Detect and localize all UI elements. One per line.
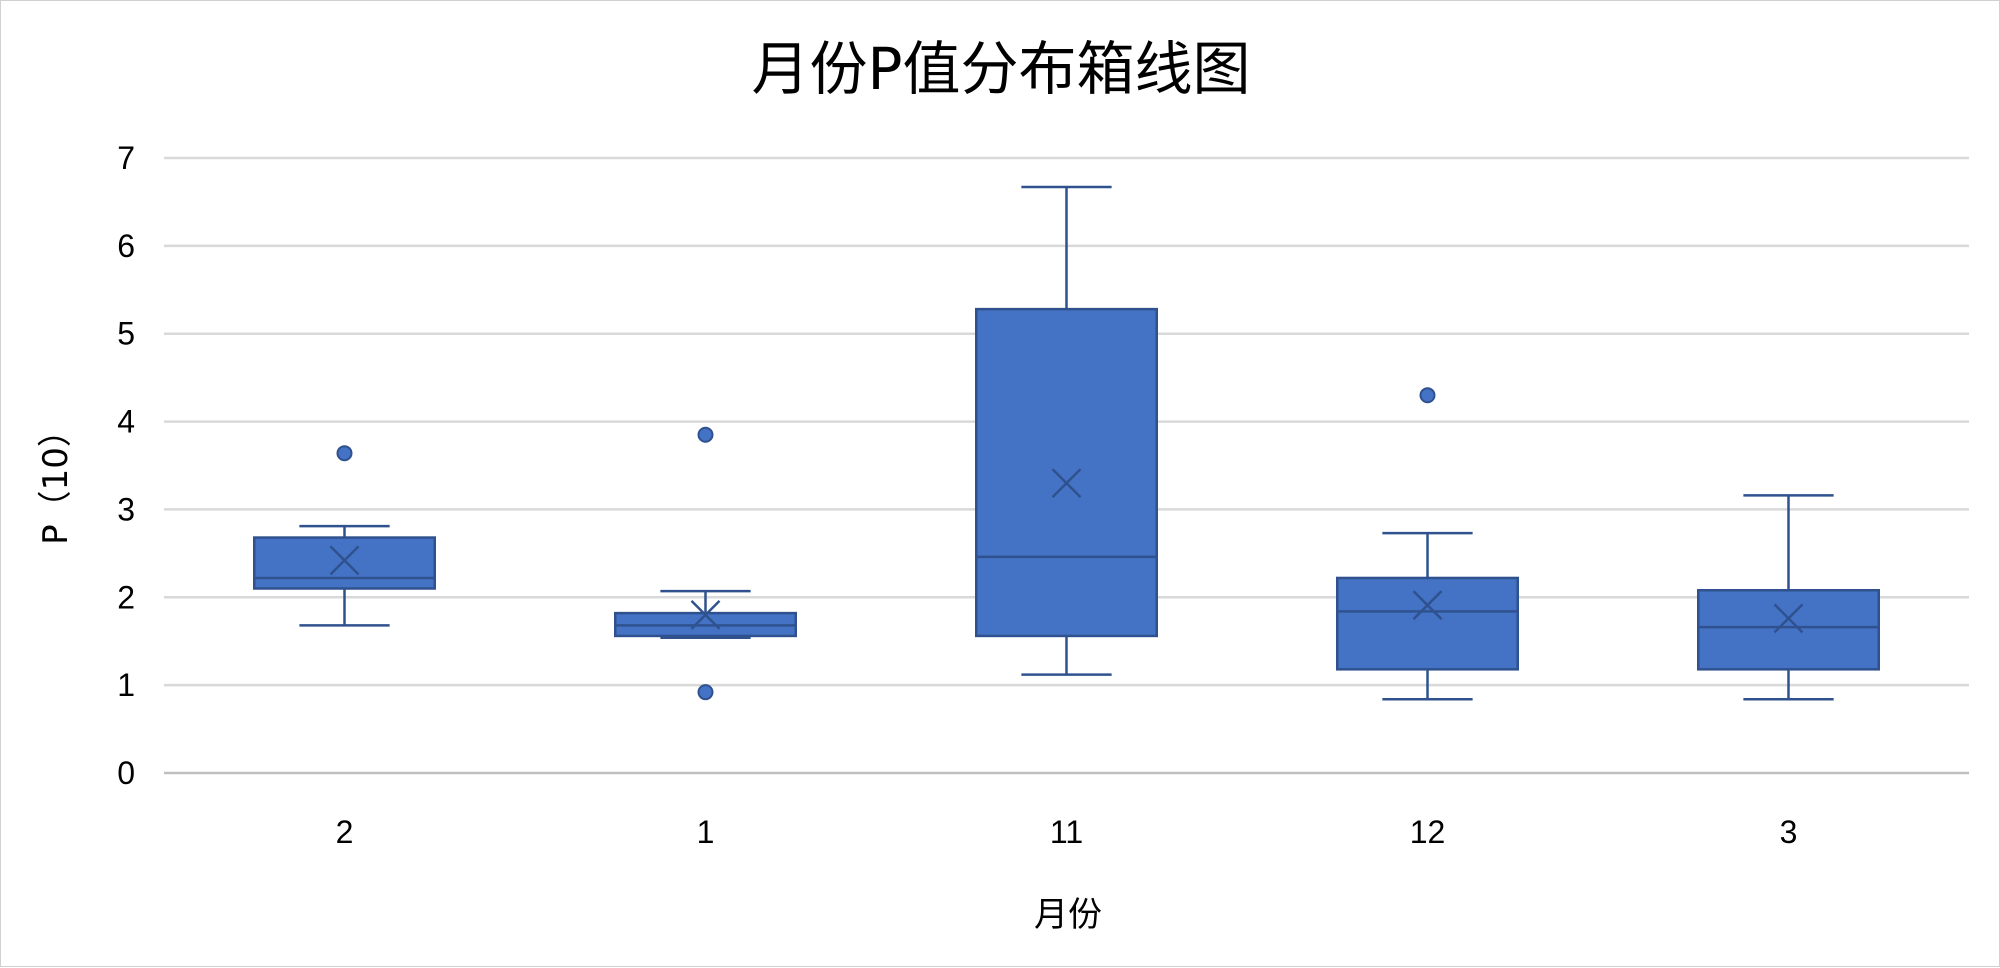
outlier-point xyxy=(697,426,714,443)
y-tick-label: 4 xyxy=(117,404,135,440)
x-tick-label: 12 xyxy=(1410,814,1446,850)
y-tick-label: 6 xyxy=(117,228,135,264)
box-body xyxy=(1336,576,1519,671)
box-body xyxy=(1697,589,1880,671)
box-group-11 xyxy=(975,185,1158,676)
boxes xyxy=(253,185,1880,701)
mean-marker xyxy=(1773,603,1804,634)
box-group-3 xyxy=(1697,494,1880,701)
x-tick-label: 3 xyxy=(1780,814,1798,850)
outlier-point xyxy=(1419,387,1436,404)
x-axis-ticks: 2 1 11 12 3 xyxy=(336,814,1798,850)
x-tick-label: 1 xyxy=(697,814,715,850)
box-group-1 xyxy=(614,426,797,701)
y-tick-label: 0 xyxy=(117,755,135,791)
x-tick-label: 2 xyxy=(336,814,354,850)
y-axis-label: P（10） xyxy=(36,413,76,545)
mean-marker xyxy=(1051,468,1082,498)
chart-title: 月份P值分布箱线图 xyxy=(752,35,1251,103)
y-tick-label: 2 xyxy=(117,579,135,615)
x-axis-label: 月份 xyxy=(1034,895,1102,935)
box-group-2 xyxy=(253,445,436,627)
mean-marker xyxy=(690,599,721,630)
y-tick-label: 3 xyxy=(117,491,135,527)
box-group-12 xyxy=(1336,387,1519,701)
y-tick-label: 5 xyxy=(117,316,135,352)
x-tick-label: 11 xyxy=(1050,814,1083,850)
box-body xyxy=(975,307,1158,638)
outlier-point xyxy=(336,445,353,462)
outlier-point xyxy=(697,684,714,701)
mean-marker xyxy=(1412,590,1443,621)
y-tick-label: 1 xyxy=(117,667,135,703)
y-tick-label: 7 xyxy=(117,140,135,176)
y-axis-ticks: 0 1 2 3 4 5 6 7 xyxy=(117,140,135,791)
box-body xyxy=(253,536,436,590)
mean-marker xyxy=(329,545,360,576)
